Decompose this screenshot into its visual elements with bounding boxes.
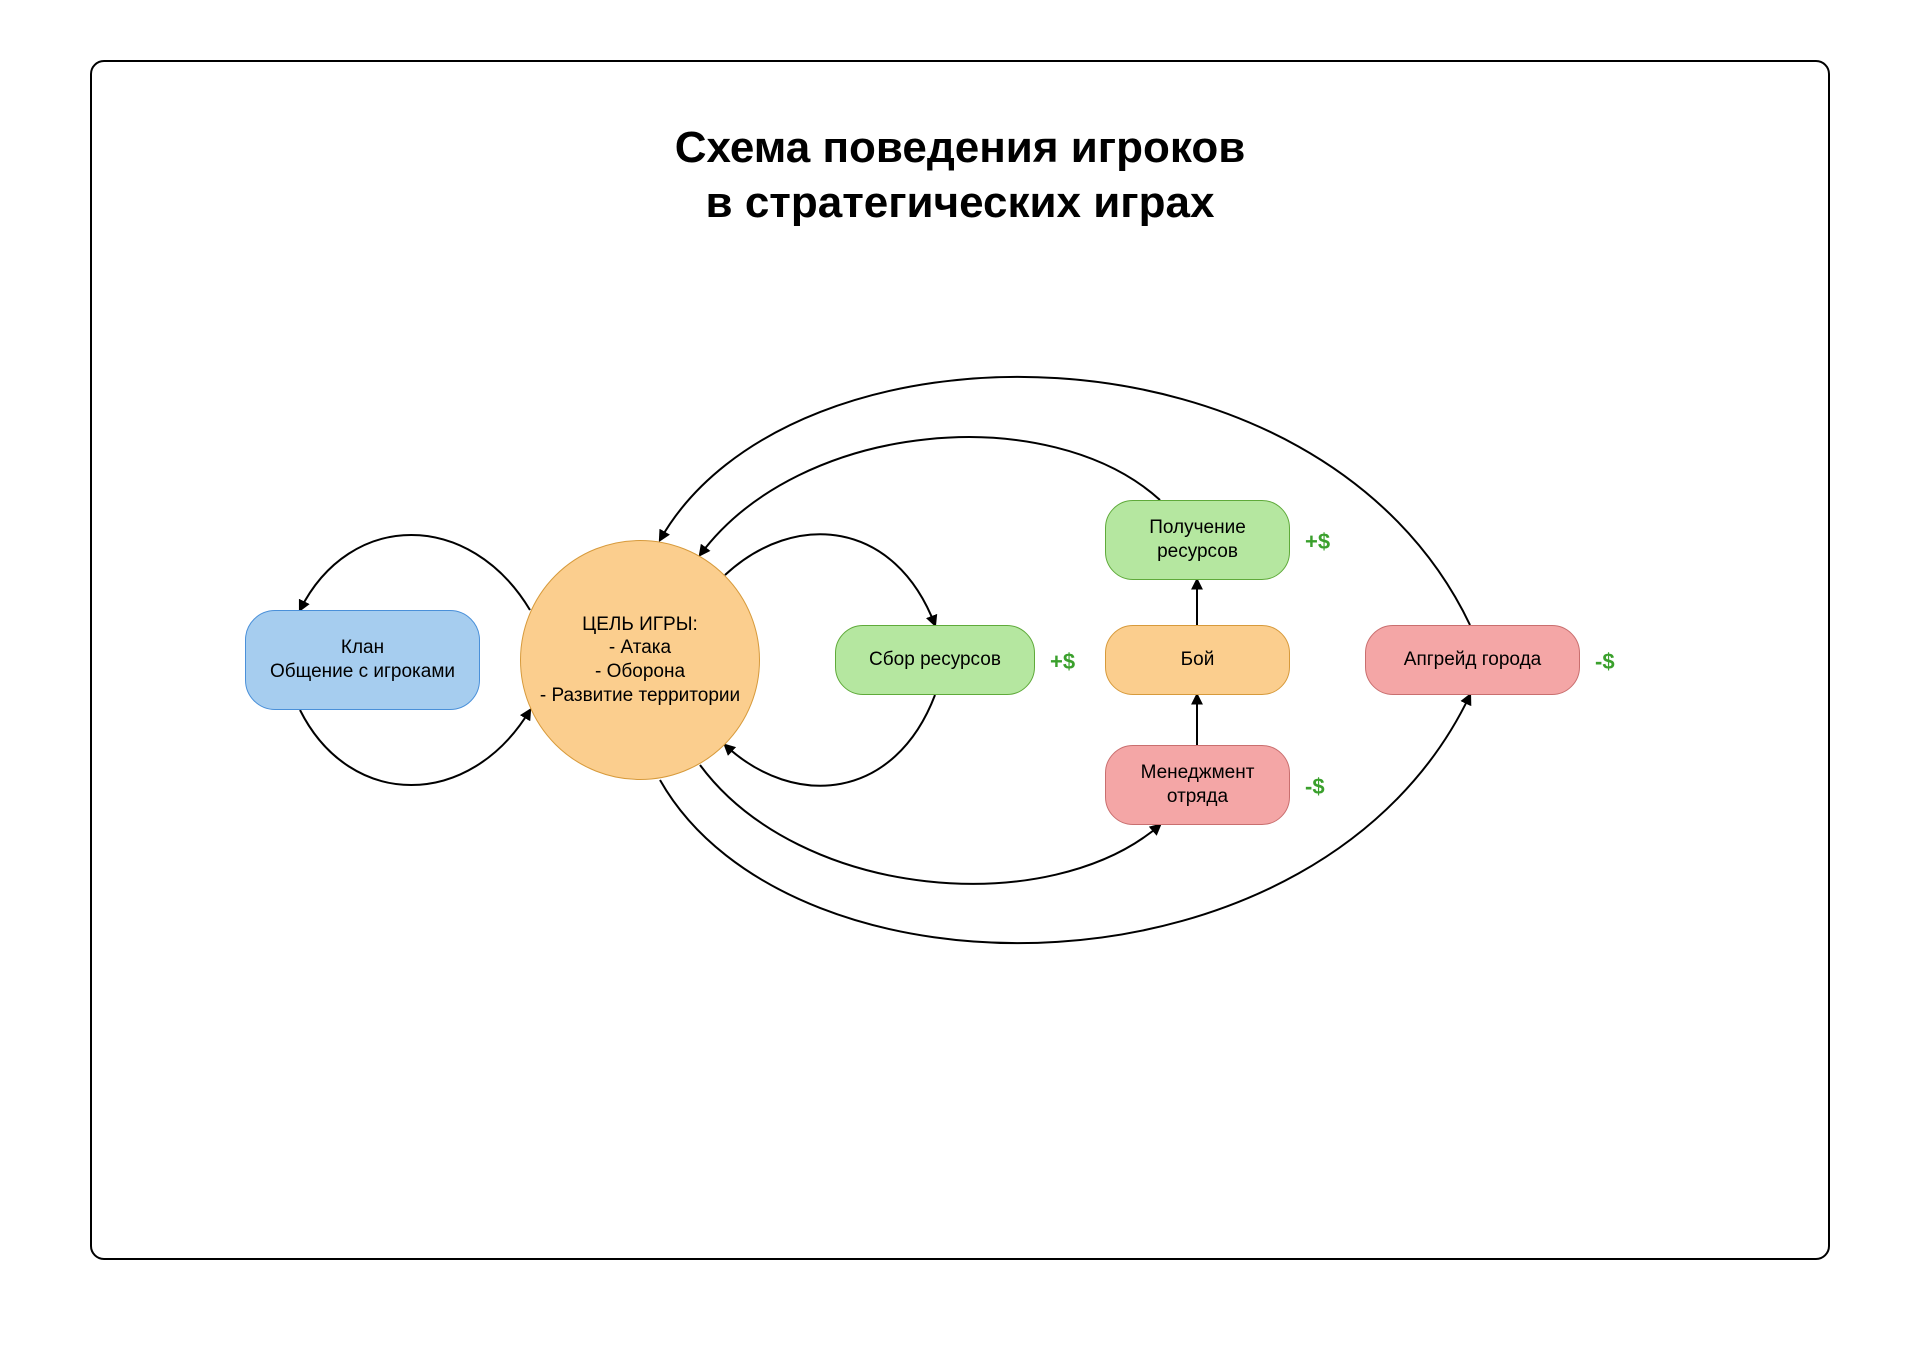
edge-goal-to-clan-top <box>300 535 530 610</box>
node-clan: КланОбщение с игроками <box>245 610 480 710</box>
node-receive-line-1: ресурсов <box>1157 540 1238 564</box>
node-clan-line-1: Общение с игроками <box>270 660 455 684</box>
edge-upgrade-to-goal <box>660 377 1470 625</box>
edge-clan-to-goal-bot <box>300 710 530 785</box>
node-squad-line-1: отряда <box>1167 785 1228 809</box>
node-squad: Менеджментотряда <box>1105 745 1290 825</box>
edge-goal-to-squad <box>700 765 1160 884</box>
badge-receive: +$ <box>1305 529 1330 555</box>
node-goal-line-3: - Развитие территории <box>540 684 740 708</box>
node-receive: Получениересурсов <box>1105 500 1290 580</box>
node-gather-line-0: Сбор ресурсов <box>869 648 1001 672</box>
node-goal-line-0: ЦЕЛЬ ИГРЫ: <box>582 613 698 637</box>
badge-squad: -$ <box>1305 774 1325 800</box>
node-goal-line-1: - Атака <box>609 636 671 660</box>
node-squad-line-0: Менеджмент <box>1141 761 1255 785</box>
node-gather: Сбор ресурсов <box>835 625 1035 695</box>
node-goal-line-2: - Оборона <box>595 660 685 684</box>
badge-gather: +$ <box>1050 649 1075 675</box>
edge-goal-to-upgrade <box>660 695 1470 943</box>
node-clan-line-0: Клан <box>341 636 384 660</box>
edge-receive-to-goal <box>700 437 1160 555</box>
node-fight: Бой <box>1105 625 1290 695</box>
node-receive-line-0: Получение <box>1149 516 1246 540</box>
node-upgrade: Апгрейд города <box>1365 625 1580 695</box>
node-goal: ЦЕЛЬ ИГРЫ:- Атака- Оборона- Развитие тер… <box>520 540 760 780</box>
edge-goal-to-gather-top <box>725 534 935 625</box>
node-fight-line-0: Бой <box>1181 648 1215 672</box>
edge-gather-to-goal-bot <box>725 695 935 786</box>
node-upgrade-line-0: Апгрейд города <box>1404 648 1541 672</box>
badge-upgrade: -$ <box>1595 649 1615 675</box>
